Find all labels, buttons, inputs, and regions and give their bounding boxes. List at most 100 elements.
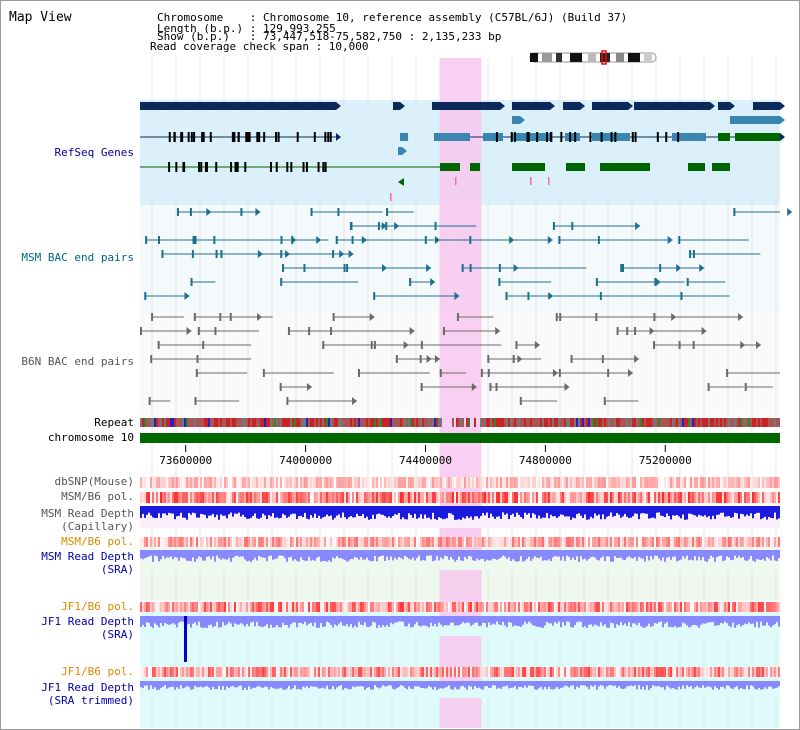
depth-bar: [678, 550, 680, 561]
depth-bar: [254, 681, 256, 688]
bac-end: [386, 208, 389, 216]
depth-bar: [604, 550, 606, 562]
track-label-msm-depth-sra-1[interactable]: MSM Read Depth: [41, 550, 134, 563]
depth-bar: [464, 616, 466, 624]
repeat-feature: [778, 418, 780, 427]
heat-cell: [706, 537, 708, 547]
track-label-msm-depth-capillary-1[interactable]: MSM Read Depth: [41, 507, 134, 520]
depth-bar: [562, 550, 564, 557]
heat-cell: [226, 667, 228, 677]
heat-cell: [304, 492, 306, 503]
heat-cell: [282, 492, 284, 503]
depth-bar: [416, 681, 418, 687]
repeat-feature: [310, 418, 312, 427]
depth-bar: [342, 616, 344, 626]
track-label-msm-b6-pol[interactable]: MSM/B6 pol.: [61, 490, 134, 503]
track-label-b6n-bac[interactable]: B6N BAC end pairs: [21, 355, 134, 368]
heat-cell: [278, 602, 280, 612]
depth-bar: [334, 506, 336, 518]
track-label-msm-bac[interactable]: MSM BAC end pairs: [21, 251, 134, 264]
depth-bar: [486, 681, 488, 687]
heat-cell: [418, 492, 420, 503]
depth-bar: [274, 506, 276, 518]
ruler-tick-label: 74400000: [399, 454, 452, 467]
heat-cell: [400, 667, 402, 677]
heat-cell: [342, 602, 344, 612]
depth-bar: [352, 506, 354, 518]
heat-cell: [254, 537, 256, 547]
depth-bar: [434, 681, 436, 687]
bac-end: [420, 383, 423, 391]
heat-cell: [312, 492, 314, 503]
track-label-chromosome[interactable]: chromosome 10: [47, 431, 134, 444]
depth-bar: [456, 616, 458, 626]
depth-bar: [732, 506, 734, 518]
track-label-repeat[interactable]: Repeat: [94, 416, 134, 429]
depth-bar: [656, 506, 658, 513]
depth-bar: [374, 681, 376, 686]
heat-cell: [484, 602, 486, 612]
track-label-jf1-b6-pol-2[interactable]: JF1/B6 pol.: [61, 665, 134, 678]
depth-bar: [254, 616, 256, 627]
track-label-jf1-depth-trim-2: (SRA trimmed): [47, 694, 134, 707]
depth-bar: [622, 506, 624, 517]
depth-bar: [698, 506, 700, 515]
heat-cell: [172, 492, 174, 503]
track-label-dbsnp[interactable]: dbSNP(Mouse): [54, 475, 134, 488]
heat-cell: [368, 602, 370, 612]
depth-bar: [312, 681, 314, 687]
depth-bar: [526, 616, 528, 624]
depth-bar: [278, 681, 280, 689]
depth-bar: [336, 616, 338, 626]
heat-cell: [258, 492, 260, 503]
repeat-feature: [194, 418, 196, 427]
bac-end-arrow: [339, 250, 345, 258]
heat-cell: [174, 537, 176, 547]
depth-bar: [316, 616, 318, 628]
repeat-feature: [666, 418, 668, 427]
repeat-feature: [680, 418, 682, 427]
heat-cell: [590, 477, 592, 488]
repeat-feature: [166, 418, 168, 427]
heat-cell: [730, 602, 732, 612]
track-label-jf1-b6-pol[interactable]: JF1/B6 pol.: [61, 600, 134, 613]
repeat-feature: [694, 418, 696, 427]
depth-bar: [230, 506, 232, 513]
heat-cell: [458, 537, 460, 547]
heat-cell: [770, 602, 772, 612]
depth-bar: [380, 550, 382, 556]
depth-bar: [466, 550, 468, 560]
heat-cell: [312, 667, 314, 677]
heat-cell: [416, 492, 418, 503]
depth-bar: [720, 506, 722, 513]
heat-cell: [358, 477, 360, 488]
heat-cell: [488, 477, 490, 488]
gene-exon-mark: [190, 132, 193, 142]
heat-cell: [526, 477, 528, 488]
depth-bar: [682, 681, 684, 686]
heat-cell: [340, 492, 342, 503]
heat-cell: [754, 537, 756, 547]
bac-end: [310, 208, 313, 216]
depth-bar: [694, 550, 696, 557]
depth-bar: [670, 616, 672, 627]
depth-bar: [588, 506, 590, 520]
depth-bar: [256, 550, 258, 561]
track-label-msm-b6-pol-2[interactable]: MSM/B6 pol.: [61, 535, 134, 548]
depth-bar: [292, 506, 294, 514]
heat-cell: [606, 602, 608, 612]
heat-cell: [166, 602, 168, 612]
depth-bar: [354, 550, 356, 557]
repeat-feature: [392, 418, 394, 427]
repeat-feature: [748, 418, 750, 427]
depth-bar: [568, 506, 570, 517]
depth-bar: [730, 616, 732, 628]
depth-bar: [554, 616, 556, 623]
track-label-jf1-depth-sra-1[interactable]: JF1 Read Depth: [41, 615, 134, 628]
heat-cell: [764, 477, 766, 488]
depth-bar: [690, 616, 692, 627]
depth-bar: [480, 616, 482, 626]
heat-cell: [652, 537, 654, 547]
track-label-refseq-genes[interactable]: RefSeq Genes: [54, 146, 134, 159]
track-label-jf1-depth-trim-1[interactable]: JF1 Read Depth: [41, 681, 134, 694]
